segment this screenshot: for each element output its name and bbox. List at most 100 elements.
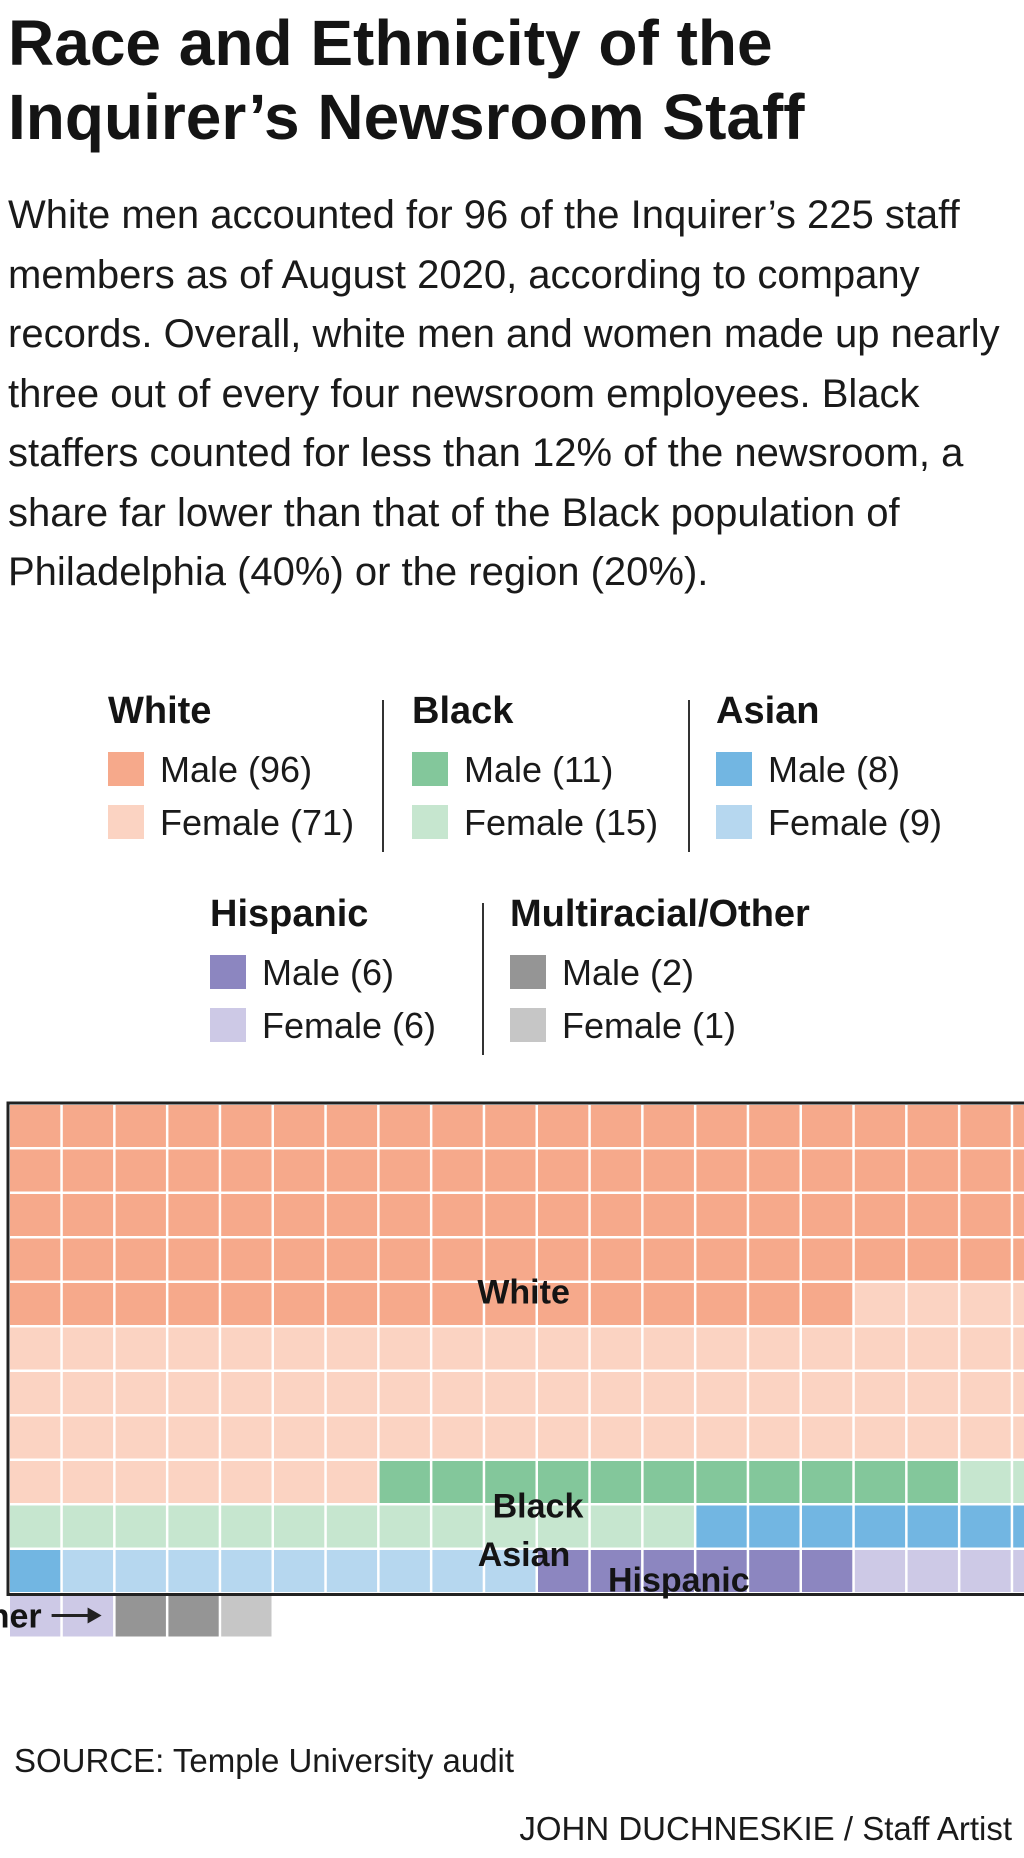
waffle-cell-white	[62, 1416, 114, 1459]
annotation-arrow-head	[87, 1607, 102, 1624]
legend-item-male: Male (2)	[510, 953, 694, 993]
legend-swatch	[716, 752, 752, 787]
waffle-cell-white	[432, 1416, 483, 1459]
legend-item-male: Male (8)	[716, 750, 900, 790]
waffle-cell-white	[326, 1238, 378, 1281]
waffle-cell-white	[696, 1327, 747, 1370]
legend-item-male: Male (11)	[412, 750, 613, 790]
waffle-cell-asian	[115, 1550, 166, 1592]
waffle-cell-black	[432, 1461, 483, 1503]
legend-item-male: Male (6)	[210, 953, 394, 993]
legend-label: Male (11)	[464, 749, 614, 790]
waffle-cell-white	[326, 1327, 378, 1370]
waffle-border	[6, 1101, 1024, 1596]
legend-heading: Black	[412, 690, 514, 732]
waffle-cell-white	[62, 1105, 114, 1147]
group-label-asian: Asian	[478, 1536, 571, 1574]
waffle-cell-black	[907, 1461, 958, 1503]
waffle-cell-black	[538, 1461, 589, 1503]
waffle-cell-white	[696, 1105, 747, 1147]
waffle-cell-multiracial-other	[168, 1594, 219, 1637]
waffle-cell-white	[590, 1283, 642, 1325]
legend-swatch	[210, 1008, 246, 1043]
waffle-cell-white	[379, 1416, 430, 1459]
waffle-cell-white	[221, 1149, 272, 1192]
waffle-cell-white	[10, 1372, 61, 1414]
waffle-cell-black	[115, 1505, 166, 1548]
waffle-cell-white	[802, 1283, 853, 1325]
waffle-cell-white	[696, 1372, 747, 1414]
annotation-label: Multiracial/Other	[0, 1598, 42, 1636]
legend-heading: Hispanic	[210, 893, 369, 935]
waffle-cell-black	[643, 1461, 694, 1503]
waffle-cell-white	[960, 1238, 1011, 1281]
waffle-cell-white	[1013, 1416, 1024, 1459]
waffle-cell-white	[115, 1283, 166, 1325]
legend-swatch	[716, 805, 752, 840]
waffle-cell-white	[168, 1105, 219, 1147]
waffle-cell-white	[696, 1238, 747, 1281]
waffle-cell-white	[326, 1461, 378, 1503]
waffle-cell-white	[854, 1105, 906, 1147]
waffle-cell-hispanic	[960, 1550, 1011, 1592]
waffle-cell-white	[10, 1105, 61, 1147]
waffle-cell-asian	[854, 1505, 906, 1548]
waffle-cell-white	[696, 1149, 747, 1192]
waffle-cell-white	[854, 1194, 906, 1236]
waffle-cell-black	[221, 1505, 272, 1548]
waffle-cell-white	[538, 1238, 589, 1281]
waffle-cell-hispanic	[643, 1550, 694, 1592]
waffle-cell-white	[590, 1372, 642, 1414]
chart-title: Race and Ethnicity of the Inquirer’s New…	[8, 7, 805, 153]
waffle-cell-white	[802, 1238, 853, 1281]
waffle-cell-white	[274, 1372, 325, 1414]
waffle-cell-white	[221, 1194, 272, 1236]
waffle-cell-white	[643, 1283, 694, 1325]
waffle-cell-white	[485, 1194, 536, 1236]
waffle-cell-black	[432, 1505, 483, 1548]
waffle-cell-asian	[379, 1550, 430, 1592]
waffle-cell-hispanic	[1013, 1550, 1024, 1592]
waffle-cell-white	[590, 1105, 642, 1147]
waffle-cell-white	[1013, 1194, 1024, 1236]
waffle-cell-white	[749, 1105, 800, 1147]
waffle-cell-white	[485, 1416, 536, 1459]
legend-swatch	[210, 955, 246, 990]
group-label-black: Black	[493, 1488, 584, 1526]
waffle-cell-hispanic	[696, 1550, 747, 1592]
waffle-cell-black	[590, 1461, 642, 1503]
waffle-cell-white	[10, 1149, 61, 1192]
waffle-cell-white	[10, 1416, 61, 1459]
waffle-cell-white	[538, 1327, 589, 1370]
waffle-cell-white	[115, 1105, 166, 1147]
legend-label: Male (2)	[562, 952, 695, 993]
waffle-cell-black	[643, 1505, 694, 1548]
waffle-cell-white	[643, 1149, 694, 1192]
waffle-cell-white	[221, 1327, 272, 1370]
waffle-cell-white	[590, 1327, 642, 1370]
group-label-hispanic: Hispanic	[608, 1562, 750, 1600]
waffle-cell-white	[485, 1372, 536, 1414]
waffle-cell-asian	[221, 1550, 272, 1592]
waffle-cell-white	[907, 1327, 958, 1370]
waffle-cell-white	[960, 1372, 1011, 1414]
waffle-cell-black	[538, 1505, 589, 1548]
legend-heading: Multiracial/Other	[510, 893, 810, 935]
waffle-cell-white	[749, 1238, 800, 1281]
waffle-cell-white	[485, 1105, 536, 1147]
waffle-cell-white	[854, 1283, 906, 1325]
waffle-cell-hispanic	[749, 1550, 800, 1592]
waffle-cell-white	[10, 1327, 61, 1370]
waffle-cell-white	[538, 1105, 589, 1147]
waffle-cell-white	[326, 1105, 378, 1147]
waffle-cell-white	[802, 1194, 853, 1236]
waffle-chart: White Black Asian Hispanic Multiracial/Other	[0, 1101, 1024, 1637]
waffle-cell-white	[749, 1149, 800, 1192]
waffle-cell-black	[379, 1461, 430, 1503]
waffle-cell-white	[907, 1283, 958, 1325]
waffle-cell-white	[538, 1283, 589, 1325]
waffle-cell-white	[168, 1283, 219, 1325]
waffle-cell-white	[590, 1416, 642, 1459]
waffle-cell-white	[326, 1149, 378, 1192]
waffle-cell-white	[749, 1416, 800, 1459]
